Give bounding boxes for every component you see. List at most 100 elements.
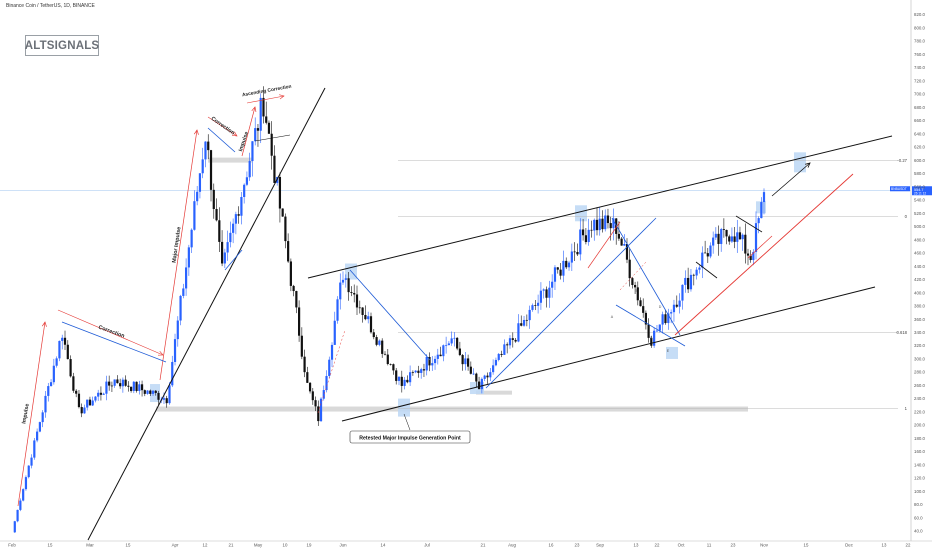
candle-up xyxy=(44,395,47,413)
candle-up xyxy=(414,370,417,373)
candle-down xyxy=(400,376,403,386)
candle-up xyxy=(464,358,467,365)
candle-down xyxy=(287,241,290,262)
candle-up xyxy=(168,385,171,404)
highlight-box xyxy=(666,346,678,359)
candle-up xyxy=(553,267,557,282)
candle-up xyxy=(254,128,257,142)
candle-down xyxy=(215,208,218,221)
candle-down xyxy=(584,235,587,243)
current-price-badge xyxy=(912,186,932,196)
candle-up xyxy=(328,359,331,376)
impulse-label: Impulse xyxy=(21,403,30,424)
y-tick-label: 560.0 xyxy=(914,184,926,189)
candle-up xyxy=(146,390,149,394)
candle-up xyxy=(480,378,483,390)
candle-up xyxy=(378,340,381,345)
candle-down xyxy=(375,337,378,345)
major-impulse-arrow xyxy=(159,129,198,381)
candle-up xyxy=(409,372,412,383)
candle-up xyxy=(425,356,428,371)
candle-up xyxy=(522,319,526,326)
candle-down xyxy=(687,277,690,290)
y-tick-label: 400.0 xyxy=(914,290,926,295)
candle-up xyxy=(33,440,36,458)
candle-down xyxy=(717,233,720,244)
candle-down xyxy=(381,340,384,354)
impulse-arrow xyxy=(241,106,256,157)
candle-up xyxy=(698,267,701,270)
candle-up xyxy=(431,363,434,366)
x-tick-label: 13 xyxy=(634,543,639,548)
y-tick-label: 60.0 xyxy=(914,515,923,520)
candle-up xyxy=(187,247,190,268)
candle-up xyxy=(678,300,681,307)
candle-down xyxy=(675,304,678,307)
candle-down xyxy=(300,335,303,357)
candle-down xyxy=(298,307,301,336)
major-impulse-arrow-head xyxy=(193,129,199,135)
candle-up xyxy=(248,161,251,178)
red-line xyxy=(587,221,621,269)
candle-down xyxy=(311,391,314,401)
candle-up xyxy=(754,223,758,252)
candle-up xyxy=(762,192,766,203)
candle-down xyxy=(289,261,292,286)
candle-down xyxy=(467,358,470,367)
candle-up xyxy=(30,457,33,466)
y-tick-label: 460.0 xyxy=(914,251,926,256)
candle-up xyxy=(579,229,582,255)
candle-down xyxy=(392,364,395,371)
impulse-label-2: Impulse xyxy=(238,131,250,152)
candle-down xyxy=(642,306,645,313)
candle-down xyxy=(722,229,725,230)
candle-down xyxy=(127,385,130,387)
candle-down xyxy=(615,218,618,234)
candle-down xyxy=(639,300,642,307)
candle-up xyxy=(667,313,670,324)
candle-up xyxy=(226,242,229,253)
y-tick-label: 620.0 xyxy=(914,145,926,150)
candle-down xyxy=(738,232,742,240)
y-tick-label: 80.0 xyxy=(914,502,923,507)
candle-up xyxy=(567,262,571,268)
candle-down xyxy=(706,253,709,257)
candle-down xyxy=(625,244,629,260)
correction-arrow xyxy=(207,116,238,137)
candle-up xyxy=(52,365,55,383)
candle-up xyxy=(623,244,626,246)
candle-up xyxy=(531,305,534,310)
candle-up xyxy=(16,509,19,522)
candle-up xyxy=(695,269,698,276)
ascending-correction-label: Ascending Correction xyxy=(242,84,292,99)
candle-up xyxy=(105,381,108,394)
candle-up xyxy=(171,361,174,386)
candle-up xyxy=(97,392,100,397)
x-tick-label: Jun xyxy=(339,543,347,548)
x-tick-label: 15 xyxy=(804,543,809,548)
candle-down xyxy=(573,251,576,253)
candle-up xyxy=(243,184,246,197)
ascending-correction-arrow-head xyxy=(279,94,285,100)
candle-down xyxy=(733,236,736,242)
candle-down xyxy=(395,370,398,381)
candle-up xyxy=(712,237,715,246)
y-tick-label: 180.0 xyxy=(914,436,926,441)
candle-down xyxy=(650,337,653,346)
candle-up xyxy=(55,358,58,366)
correction-arrow xyxy=(57,309,164,356)
candle-down xyxy=(317,406,320,422)
candle-down xyxy=(80,407,83,414)
x-tick-label: 12 xyxy=(203,543,208,548)
y-tick-label: 500.0 xyxy=(914,224,926,229)
impulse-arrow xyxy=(17,321,46,507)
candle-up xyxy=(41,412,44,423)
highlight-box xyxy=(150,384,160,403)
y-tick-label: 340.0 xyxy=(914,330,926,335)
candle-down xyxy=(358,307,361,309)
candle-down xyxy=(620,238,623,246)
candle-down xyxy=(411,372,414,373)
y-tick-label: 260.0 xyxy=(914,383,926,388)
highlight-box xyxy=(794,152,806,173)
